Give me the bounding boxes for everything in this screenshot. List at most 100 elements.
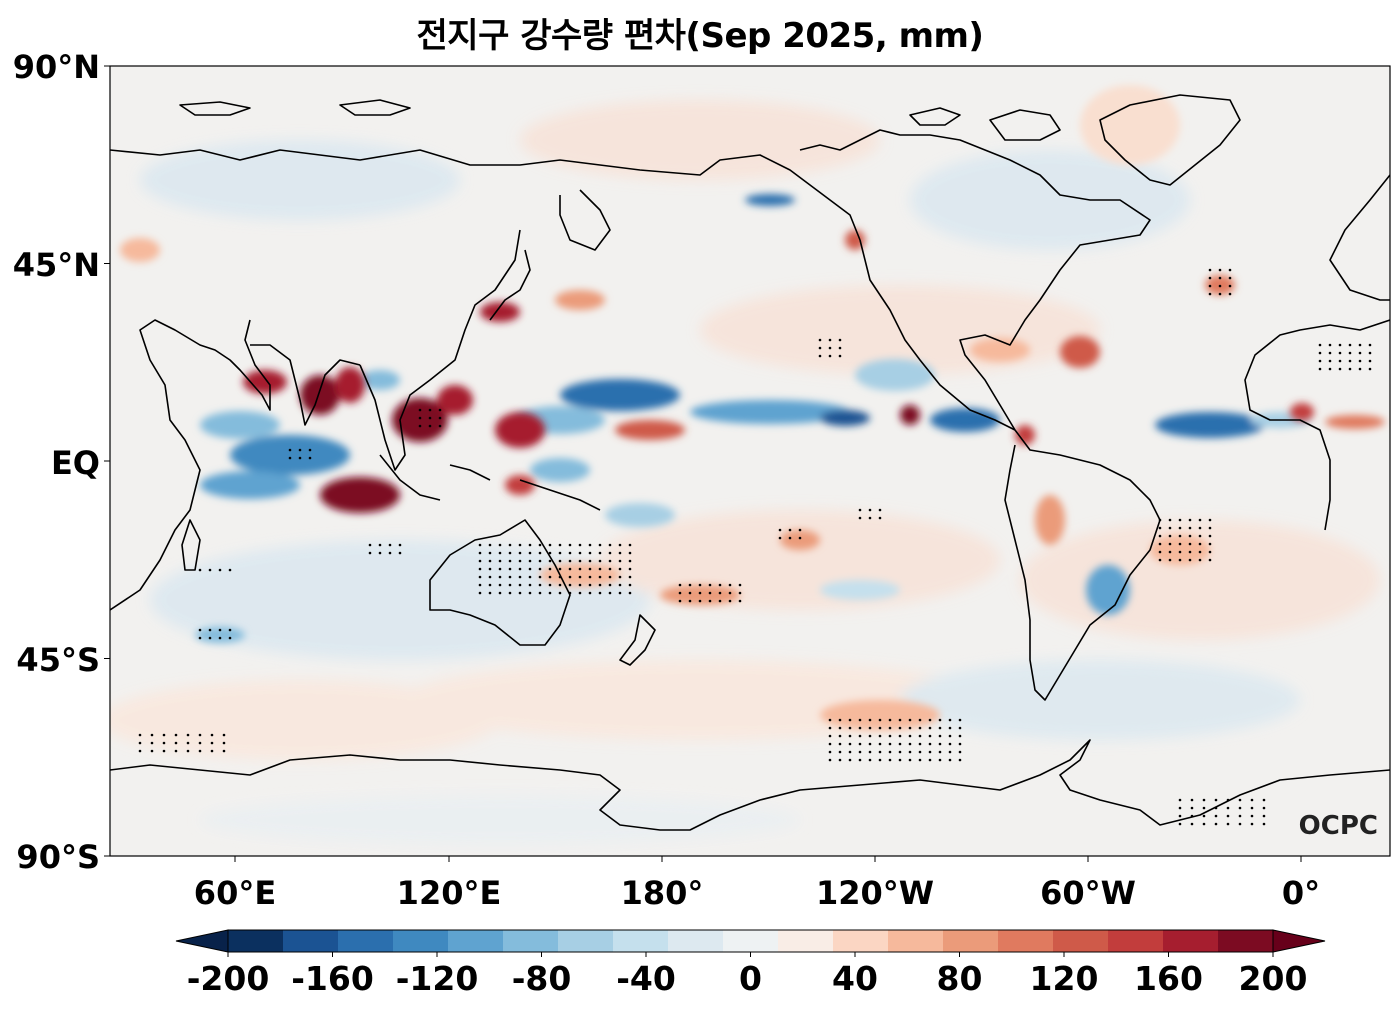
stipple-dot — [938, 758, 942, 762]
stipple-dot — [1238, 798, 1242, 802]
stipple-dot — [728, 591, 732, 595]
stipple-dot — [488, 543, 492, 547]
stipple-dot — [1178, 526, 1182, 530]
stipple-dot — [838, 726, 842, 730]
stipple-dot — [488, 551, 492, 555]
stipple-dot — [508, 551, 512, 555]
stipple-dot — [558, 583, 562, 587]
stipple-dot — [478, 543, 482, 547]
stipple-dot — [838, 718, 842, 722]
stipple-dot — [162, 741, 166, 745]
stipple-dot — [138, 741, 142, 745]
stipple-dot — [918, 742, 922, 746]
stipple-dot — [1250, 822, 1254, 826]
stipple-dot — [848, 742, 852, 746]
stipple-dot — [708, 599, 712, 603]
stipple-dot — [828, 718, 832, 722]
stipple-dot — [378, 551, 382, 555]
stipple-dot — [1348, 343, 1352, 347]
stipple-dot — [174, 733, 178, 737]
stipple-dot — [958, 718, 962, 722]
stipple-dot — [828, 354, 832, 358]
colorbar-segment — [778, 930, 834, 952]
stipple-dot — [838, 338, 842, 342]
stipple-dot — [1368, 351, 1372, 355]
stipple-dot — [958, 742, 962, 746]
stipple-dot — [228, 636, 232, 640]
stipple-dot — [1368, 359, 1372, 363]
stipple-dot — [418, 416, 422, 420]
stipple-dot — [218, 628, 222, 632]
stipple-dot — [1188, 550, 1192, 554]
stipple-dot — [598, 575, 602, 579]
stipple-dot — [1318, 351, 1322, 355]
stipple-dot — [688, 591, 692, 595]
colorbar-segment — [943, 930, 999, 952]
stipple-dot — [1158, 518, 1162, 522]
stipple-dot — [1328, 351, 1332, 355]
stipple-dot — [848, 718, 852, 722]
stipple-dot — [558, 559, 562, 563]
colorbar — [175, 929, 1326, 953]
stipple-dot — [508, 575, 512, 579]
stipple-dot — [1188, 526, 1192, 530]
stipple-dot — [798, 528, 802, 532]
stipple-dot — [818, 338, 822, 342]
stipple-dot — [588, 567, 592, 571]
lon-tick-60e: 60°E — [194, 874, 276, 912]
stipple-dot — [208, 628, 212, 632]
stipple-dot — [1208, 268, 1212, 272]
stipple-dot — [1188, 518, 1192, 522]
stipple-dot — [1158, 534, 1162, 538]
colorbar-segment — [448, 930, 504, 952]
stipple-dot — [878, 508, 882, 512]
stipple-dot — [698, 591, 702, 595]
stipple-dot — [162, 749, 166, 753]
stipple-dot — [1318, 343, 1322, 347]
stipple-dot — [608, 543, 612, 547]
stipple-dot — [628, 551, 632, 555]
stipple-dot — [1168, 542, 1172, 546]
stipple-dot — [1328, 367, 1332, 371]
stipple-dot — [518, 583, 522, 587]
stipple-dot — [718, 599, 722, 603]
stipple-dot — [1262, 814, 1266, 818]
stipple-dot — [678, 583, 682, 587]
stipple-dot — [908, 726, 912, 730]
stipple-dot — [708, 591, 712, 595]
stipple-dot — [578, 575, 582, 579]
stipple-dot — [1190, 806, 1194, 810]
stipple-dot — [478, 591, 482, 595]
stipple-dot — [828, 750, 832, 754]
stipple-dot — [778, 536, 782, 540]
stipple-dot — [228, 628, 232, 632]
stipple-dot — [868, 718, 872, 722]
colorbar-tick-label: -40 — [616, 959, 676, 998]
stipple-dot — [210, 733, 214, 737]
stipple-dot — [888, 734, 892, 738]
stipple-dot — [1348, 351, 1352, 355]
stipple-dot — [738, 583, 742, 587]
colorbar-segment — [998, 930, 1054, 952]
stipple-dot — [878, 734, 882, 738]
stipple-dot — [1358, 343, 1362, 347]
lon-tick-60w: 60°W — [1040, 874, 1136, 912]
stipple-dot — [568, 559, 572, 563]
stipple-dot — [368, 551, 372, 555]
colorbar-segment — [1163, 930, 1219, 952]
stipple-dot — [948, 758, 952, 762]
stipple-dot — [798, 536, 802, 540]
stipple-dot — [1226, 822, 1230, 826]
stipple-dot — [878, 750, 882, 754]
stipple-dot — [1208, 276, 1212, 280]
stipple-dot — [928, 734, 932, 738]
stipple-dot — [908, 758, 912, 762]
stipple-dot — [1158, 550, 1162, 554]
stipple-dot — [438, 424, 442, 428]
stipple-dot — [698, 599, 702, 603]
stipple-dot — [538, 567, 542, 571]
colorbar-segment — [558, 930, 614, 952]
stipple-dot — [1178, 518, 1182, 522]
colorbar-extend-min — [175, 929, 229, 953]
stipple-dot — [1214, 822, 1218, 826]
